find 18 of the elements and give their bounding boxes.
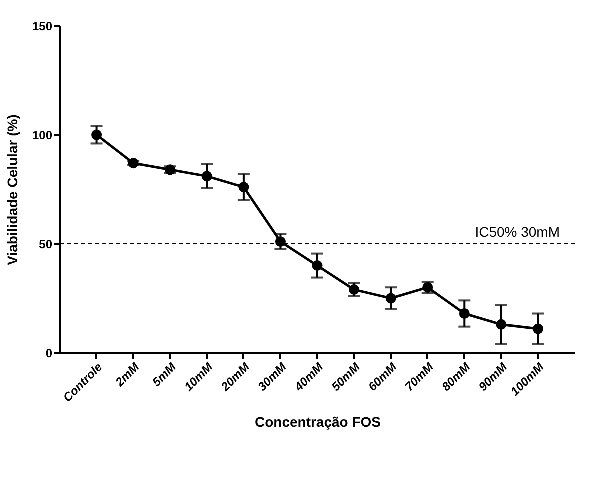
point bbox=[128, 158, 139, 169]
point bbox=[459, 308, 470, 319]
y-axis-title: Viabilidade Celular (%) bbox=[4, 114, 20, 266]
point bbox=[275, 236, 286, 248]
ref-line-label: IC50% 30mM bbox=[475, 224, 560, 240]
y-tick-label: 150 bbox=[32, 20, 53, 34]
point bbox=[238, 182, 250, 193]
point bbox=[386, 293, 396, 304]
point bbox=[312, 260, 323, 272]
x-axis-title: Concentração FOS bbox=[254, 414, 382, 430]
point bbox=[349, 284, 360, 296]
y-tick-label: 100 bbox=[32, 128, 53, 142]
point bbox=[92, 130, 102, 140]
y-tick-label: 50 bbox=[39, 238, 53, 252]
y-tick-label: 0 bbox=[46, 346, 53, 360]
point bbox=[496, 319, 507, 330]
point bbox=[202, 171, 212, 182]
point bbox=[532, 324, 544, 334]
